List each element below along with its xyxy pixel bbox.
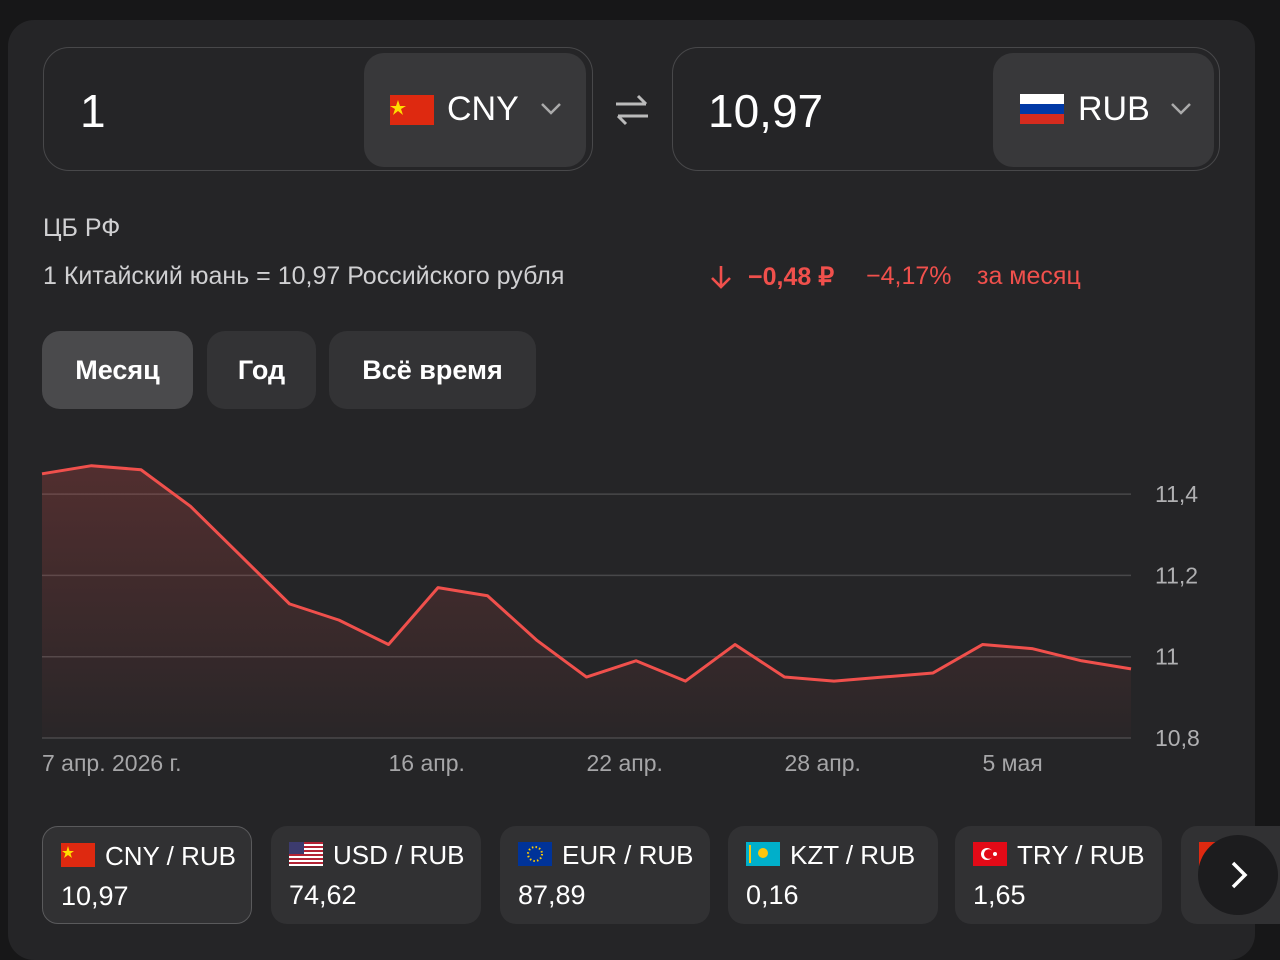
y-tick-label: 11 xyxy=(1155,644,1179,670)
pair-value: 87,89 xyxy=(518,880,586,910)
x-tick-label: 5 мая xyxy=(982,750,1043,776)
pair-name: KZT / RUB xyxy=(790,840,916,870)
y-tick-label: 11,2 xyxy=(1155,562,1198,588)
area xyxy=(42,465,1131,738)
pair-card[interactable]: USD / RUB 74,62 xyxy=(271,826,481,924)
pair-value: 74,62 xyxy=(289,880,357,910)
change-absolute: −0,48 ₽ xyxy=(748,263,835,291)
pair-card[interactable]: KZT / RUB 0,16 xyxy=(728,826,938,924)
pair-name: USD / RUB xyxy=(333,840,465,870)
pair-value: 1,65 xyxy=(973,880,1026,910)
chevron xyxy=(1171,103,1191,115)
y-tick-label: 10,8 xyxy=(1155,725,1200,751)
pair-card[interactable]: EUR / RUB 87,89 xyxy=(500,826,710,924)
pair-card[interactable]: CNY / RUB 10,97 xyxy=(42,826,252,924)
flag-kz xyxy=(746,842,780,866)
y-tick-label: 11,4 xyxy=(1155,481,1198,507)
x-tick-label: 28 апр. xyxy=(784,750,861,776)
flag-tr xyxy=(973,842,1007,866)
pair-value: 0,16 xyxy=(746,880,799,910)
flag-ru xyxy=(1020,94,1064,124)
rate-text: 1 Китайский юань = 10,97 Российского руб… xyxy=(43,262,565,290)
chart: 10,8 11 11,2 11,4 xyxy=(41,464,1200,751)
pair-name: EUR / RUB xyxy=(562,840,694,870)
pair-card[interactable]: TRY / RUB 1,65 xyxy=(955,826,1162,924)
tab-all-time[interactable]: Всё время xyxy=(329,331,536,409)
converter-card xyxy=(8,20,1255,960)
line xyxy=(41,464,1132,683)
from-input[interactable] xyxy=(43,47,593,171)
source: ЦБ РФ xyxy=(43,214,121,242)
x-tick-label: 22 апр. xyxy=(586,750,663,776)
x-tick-label: 7 апр. 2026 г. xyxy=(42,750,182,776)
tab-year[interactable]: Год xyxy=(207,331,316,409)
to-input[interactable] xyxy=(672,47,1220,171)
flag-us xyxy=(289,842,323,866)
to-amount[interactable]: 10,97 xyxy=(708,85,824,137)
next-button[interactable] xyxy=(1196,833,1280,917)
change-period: за месяц xyxy=(977,262,1081,290)
pair-name: CNY / RUB xyxy=(105,841,236,871)
pair-name: TRY / RUB xyxy=(1017,840,1145,870)
pair-value: 10,97 xyxy=(61,881,129,911)
from-amount[interactable]: 1 xyxy=(80,85,106,137)
chevron xyxy=(541,103,561,115)
flag-cn xyxy=(390,95,434,125)
x-tick-label: 16 апр. xyxy=(388,750,465,776)
to-currency: RUB xyxy=(1078,90,1150,128)
tab-month[interactable]: Месяц xyxy=(42,331,193,409)
down-arrow xyxy=(711,266,731,289)
swap-button[interactable] xyxy=(612,92,652,128)
flag-cn xyxy=(61,843,95,867)
change-percent: −4,17% xyxy=(866,262,952,290)
from-currency: CNY xyxy=(447,90,519,128)
flag-eu xyxy=(518,842,552,866)
